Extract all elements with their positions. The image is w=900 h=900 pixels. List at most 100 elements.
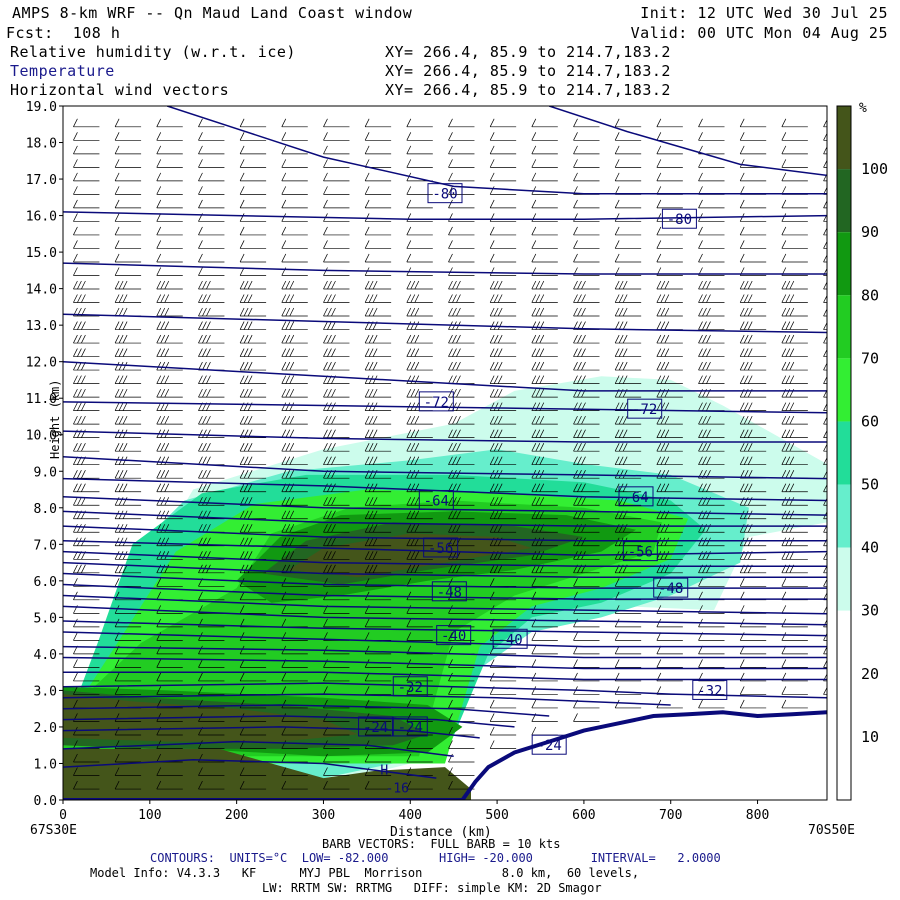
wind-barb: [448, 159, 475, 168]
wind-barb: [281, 213, 308, 222]
wind-barb: [614, 686, 642, 695]
wind-barb: [198, 443, 225, 452]
y-axis-label: Height (km): [48, 380, 62, 459]
wind-barb: [781, 429, 808, 439]
wind-barb: [73, 767, 100, 776]
wind-barb: [114, 199, 142, 209]
wind-barb: [781, 240, 808, 249]
wind-barb: [531, 172, 558, 182]
wind-barb: [73, 443, 100, 452]
wind-barb: [573, 253, 600, 263]
wind-barb: [448, 334, 475, 344]
wind-barb: [698, 294, 725, 303]
wind-barb: [114, 753, 142, 763]
wind-barb: [281, 402, 308, 411]
wind-barb: [114, 591, 142, 601]
svg-text:-24: -24: [537, 738, 562, 754]
y-tick-label: 4.0: [34, 648, 57, 663]
wind-barb: [323, 145, 350, 155]
wind-barb: [156, 348, 183, 357]
wind-barb: [323, 361, 350, 371]
wind-barb: [156, 686, 183, 695]
temperature-contour-15: [63, 561, 827, 578]
wind-barb: [323, 564, 350, 574]
wind-barb: [406, 240, 433, 249]
wind-barb: [573, 348, 600, 357]
wind-barb: [323, 524, 350, 533]
forecast-hour: Fcst: 108 h: [6, 24, 121, 42]
x-tick-label: 500: [485, 808, 508, 823]
wind-barb: [698, 199, 725, 209]
wind-barb: [739, 253, 767, 263]
wind-barb: [198, 767, 225, 776]
wind-barb: [698, 307, 725, 317]
wind-barb: [614, 618, 642, 628]
wind-barb: [114, 388, 142, 398]
wind-barb: [281, 524, 308, 533]
wind-barb: [114, 213, 142, 222]
wind-barb: [448, 186, 475, 195]
wind-barb: [614, 456, 642, 466]
wind-barb: [656, 199, 683, 209]
wind-barb: [239, 780, 267, 790]
wind-barb: [239, 186, 267, 195]
temperature-contour-19: [63, 605, 827, 626]
wind-barb: [114, 267, 142, 276]
wind-barb: [614, 375, 642, 384]
wind-barb: [698, 578, 725, 587]
wind-barb: [323, 186, 350, 195]
wind-barb: [239, 253, 267, 263]
temperature-contour-12: [63, 525, 827, 542]
wind-barb: [614, 226, 642, 236]
contour-label: -24: [358, 716, 394, 737]
wind-barb: [281, 159, 308, 168]
wind-barb: [531, 348, 558, 357]
wind-barb: [698, 361, 725, 371]
wind-barb: [239, 307, 267, 317]
wind-barb: [73, 618, 100, 628]
contour-label: -80: [661, 208, 697, 229]
wind-barb: [364, 497, 392, 506]
wind-barb: [323, 321, 350, 330]
wind-barb: [448, 415, 475, 425]
colorbar-segment: [837, 484, 851, 548]
wind-barb: [406, 334, 433, 344]
wind-barb: [448, 280, 475, 290]
wind-barb: [114, 726, 142, 736]
wind-barb: [156, 321, 183, 330]
wind-barb: [531, 537, 558, 547]
wind-barb: [489, 348, 517, 357]
wind-barb: [114, 780, 142, 790]
wind-barb: [489, 132, 517, 141]
contour-label: -64: [618, 486, 654, 507]
colorbar-segment: [837, 547, 851, 611]
wind-barb: [198, 375, 225, 384]
wind-barb: [656, 578, 683, 587]
wind-barb: [73, 348, 100, 357]
wind-barb: [156, 375, 183, 384]
temperature-contour-14: [63, 550, 827, 567]
wind-barb: [531, 145, 558, 155]
wind-barb: [656, 280, 683, 290]
wind-barb: [614, 213, 642, 222]
colorbar-segment: [837, 421, 851, 485]
wind-barb: [406, 375, 433, 384]
wind-barb: [364, 618, 392, 628]
wind-barb: [781, 226, 808, 236]
wind-barb: [739, 321, 767, 330]
wind-barb: [614, 253, 642, 263]
wind-barb: [114, 226, 142, 236]
wind-barb: [114, 443, 142, 452]
wind-barb: [198, 226, 225, 236]
wind-barb: [781, 118, 808, 128]
wind-barb: [656, 456, 683, 466]
wind-barb: [531, 267, 558, 276]
wind-barb: [156, 240, 183, 249]
wind-barb: [323, 483, 350, 493]
wind-barb: [739, 294, 767, 303]
svg-text:-56: -56: [628, 545, 653, 561]
wind-barb: [531, 388, 558, 398]
temperature-contour-27: [63, 704, 550, 717]
colorbar-frame: [836, 105, 852, 801]
wind-barb: [406, 537, 433, 547]
